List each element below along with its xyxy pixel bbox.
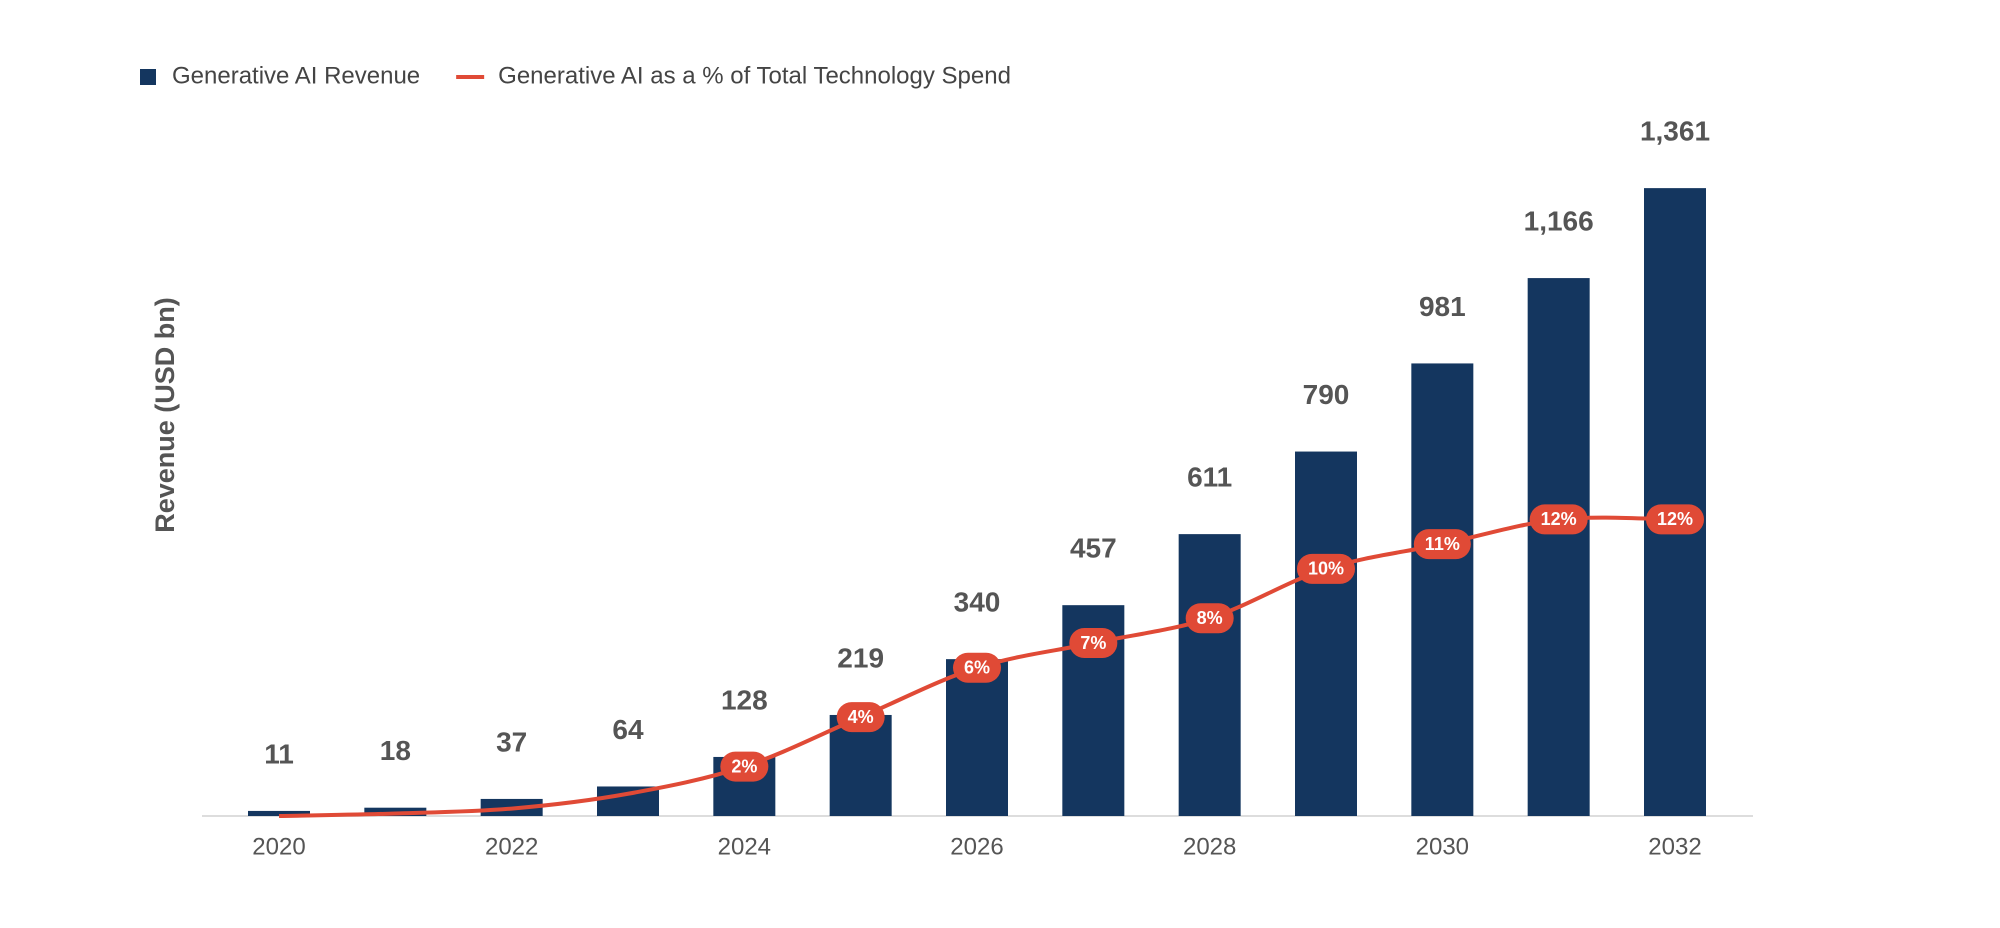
value-label: 790 — [1303, 379, 1350, 410]
label-pill — [1413, 529, 1471, 560]
bar — [1178, 534, 1241, 816]
line-point-label: 6% — [952, 652, 1002, 683]
line-point-label: 10% — [1296, 553, 1356, 584]
x-tick-label: 2030 — [1416, 833, 1469, 860]
value-label: 7% — [1080, 633, 1106, 653]
label-pill — [720, 751, 769, 782]
line-point-label: 11% — [1413, 529, 1471, 560]
x-tick-label: 2026 — [950, 833, 1003, 860]
value-label: 11 — [264, 738, 294, 769]
value-label: 37 — [496, 726, 527, 757]
x-tick-label: 2032 — [1648, 833, 1701, 860]
label-pill — [1296, 553, 1356, 584]
legend-label: Generative AI as a % of Total Technology… — [498, 62, 1011, 89]
value-label: 1,166 — [1524, 205, 1594, 236]
legend-label: Generative AI Revenue — [172, 62, 420, 89]
value-label: 12% — [1657, 509, 1693, 529]
bar — [1411, 363, 1474, 816]
value-label: 981 — [1419, 291, 1466, 322]
value-label: 611 — [1187, 462, 1232, 493]
line-point-label: 8% — [1185, 603, 1234, 634]
value-label: 1,361 — [1640, 116, 1710, 147]
x-tick-label: 2020 — [252, 833, 305, 860]
value-label: 4% — [848, 707, 874, 727]
value-label: 457 — [1070, 533, 1117, 564]
value-label: 10% — [1308, 559, 1344, 579]
value-label: 2% — [731, 756, 757, 776]
bar — [248, 810, 310, 816]
value-label: 12% — [1541, 509, 1577, 529]
value-label: 18 — [380, 735, 411, 766]
line-point-label: 12% — [1645, 504, 1705, 535]
x-tick-label: 2028 — [1183, 833, 1236, 860]
value-label: 6% — [964, 657, 990, 677]
line-point-label: 12% — [1529, 504, 1588, 535]
value-label: 8% — [1197, 608, 1223, 628]
line-point-label: 2% — [720, 751, 769, 782]
bar — [1644, 188, 1706, 816]
value-label: 128 — [721, 684, 768, 715]
label-pill — [1185, 603, 1234, 634]
bar — [1527, 278, 1590, 816]
label-pill — [952, 652, 1002, 683]
line-point-label: 7% — [1069, 628, 1118, 658]
bar — [946, 659, 1008, 816]
label-pill — [1069, 628, 1118, 658]
label-pill — [836, 702, 885, 733]
value-label: 11% — [1425, 534, 1460, 554]
x-tick-label: 2024 — [718, 833, 771, 860]
x-tick-label: 2022 — [485, 833, 538, 860]
label-pill — [1645, 504, 1705, 535]
value-label: 340 — [954, 587, 1001, 618]
bar — [1295, 451, 1357, 816]
line-point-label: 4% — [836, 702, 885, 733]
value-label: 219 — [837, 642, 884, 673]
legend-swatch — [140, 69, 156, 85]
value-label: 64 — [612, 714, 644, 745]
y-axis-label: Revenue (USD bn) — [150, 297, 180, 533]
label-pill — [1529, 504, 1588, 535]
